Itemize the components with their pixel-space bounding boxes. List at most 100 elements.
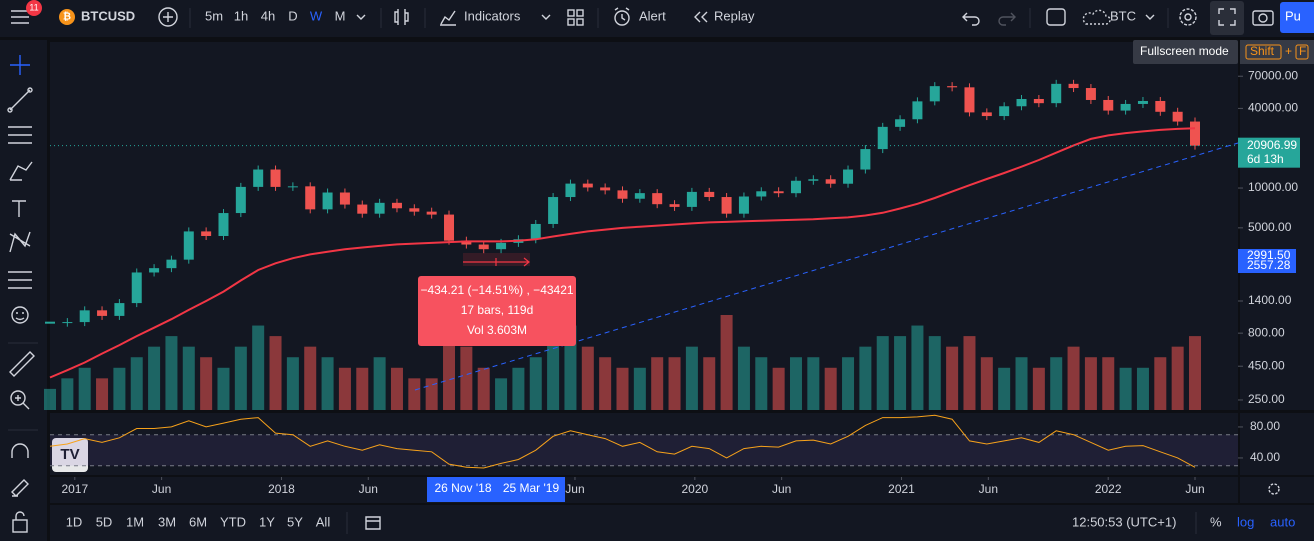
x-tick-label: Jun [565,482,584,496]
volume-bar [547,336,560,410]
candle-body [444,214,455,241]
menu-button[interactable]: 11 [11,0,42,24]
date-range-button[interactable] [365,516,381,530]
candle-body [652,193,663,205]
volume-bar [737,346,750,410]
volume-bar [234,346,247,410]
interval-button[interactable]: W [310,8,323,23]
measure-box [418,276,576,346]
percent-toggle[interactable]: % [1210,514,1222,529]
volume-bar [980,357,993,410]
interval-button[interactable]: M [335,8,346,23]
candle-body [912,101,923,120]
compare-symbol: BTC [1110,8,1136,23]
redo[interactable] [998,12,1016,26]
volume-bar [599,357,612,410]
alert-label: Alert [639,8,666,23]
range-button[interactable]: 5Y [287,514,303,529]
range-button[interactable]: 3M [158,514,176,529]
range-button[interactable]: YTD [220,514,246,529]
measure-text: Vol 3.603M [467,323,527,337]
candle-body [1068,83,1079,89]
candle-body [391,202,402,209]
candle-body [1085,88,1096,100]
candle-body [634,193,645,199]
add-symbol[interactable] [158,7,178,27]
candle-body [947,86,958,88]
range-button[interactable]: 1D [66,514,83,529]
volume-bar [425,378,438,410]
tooltip-key-box [1240,40,1314,64]
y-tick-label: 250.00 [1248,392,1285,406]
replay-label: Replay [714,8,755,23]
volume-bar [165,336,178,410]
replay-button[interactable]: Replay [694,8,755,23]
candle-body [721,197,732,214]
range-end: 25 Mar '19 [503,481,560,495]
layout-button[interactable] [1046,8,1066,26]
fullscreen-button[interactable] [1210,1,1244,35]
x-tick-label: Jun [152,482,171,496]
volume-bar [1119,367,1132,410]
interval-button[interactable]: 5m [205,8,223,23]
interval-button[interactable]: D [288,8,297,23]
volume-bar [61,378,74,410]
indicators-button[interactable]: Indicators [440,8,551,26]
candle-body [270,169,281,187]
symbol-button[interactable]: ₿ BTCUSD [59,8,135,25]
auto-toggle[interactable]: auto [1270,514,1295,529]
volume-bar [807,357,820,410]
publish-button[interactable]: Pu [1280,2,1314,33]
settings-button[interactable] [1179,8,1197,26]
x-tick-label: Jun [979,482,998,496]
volume-bar [720,315,733,410]
volume-bar [998,367,1011,410]
scale-settings[interactable] [1268,483,1280,495]
range-button[interactable]: 1M [126,514,144,529]
trend-label: 2991.50 [1247,248,1291,262]
undo[interactable] [962,12,980,26]
trend-label-box [1238,259,1296,273]
volume-bar [772,367,785,410]
chart-type[interactable] [394,9,409,25]
volume-bar [286,357,299,410]
interval-button[interactable]: 1h [234,8,248,23]
volume-bar [269,336,282,410]
range-button[interactable]: 6M [189,514,207,529]
layouts-button[interactable] [567,9,584,26]
price-scale [1240,42,1314,410]
key: F [1299,44,1306,58]
volume-bar [1171,346,1184,410]
range-highlight [427,477,565,502]
interval-dropdown[interactable] [356,14,366,20]
candle-body [322,192,333,210]
candle-body [860,149,871,170]
candle-body [895,119,906,127]
log-toggle[interactable]: log [1237,514,1254,529]
volume-bar [859,346,872,410]
candle-body [201,231,212,236]
key-plus: + [1285,44,1292,58]
trend-label: 2557.28 [1247,258,1291,272]
alert-button[interactable]: Alert [614,7,666,26]
x-tick-label: Jun [1185,482,1204,496]
range-button[interactable]: All [316,514,331,529]
volume-bar [356,367,369,410]
volume-bar [1015,357,1028,410]
volume-bar [217,367,230,410]
candle-body [114,303,125,316]
tooltip-box [1133,40,1238,64]
drawing-tools[interactable] [7,55,35,533]
time-axis [50,477,1238,503]
interval-button[interactable]: 4h [261,8,275,23]
candle-body [530,223,541,240]
date-range-measure[interactable] [463,253,530,267]
snapshot-button[interactable] [1252,10,1274,26]
y-tick-label: 5000.00 [1248,220,1292,234]
range-button[interactable]: 5D [96,514,113,529]
compare-button[interactable]: BTC [1082,8,1155,25]
range-button[interactable]: 1Y [259,514,275,529]
volume-bar [633,367,646,410]
candle-body [426,211,437,215]
